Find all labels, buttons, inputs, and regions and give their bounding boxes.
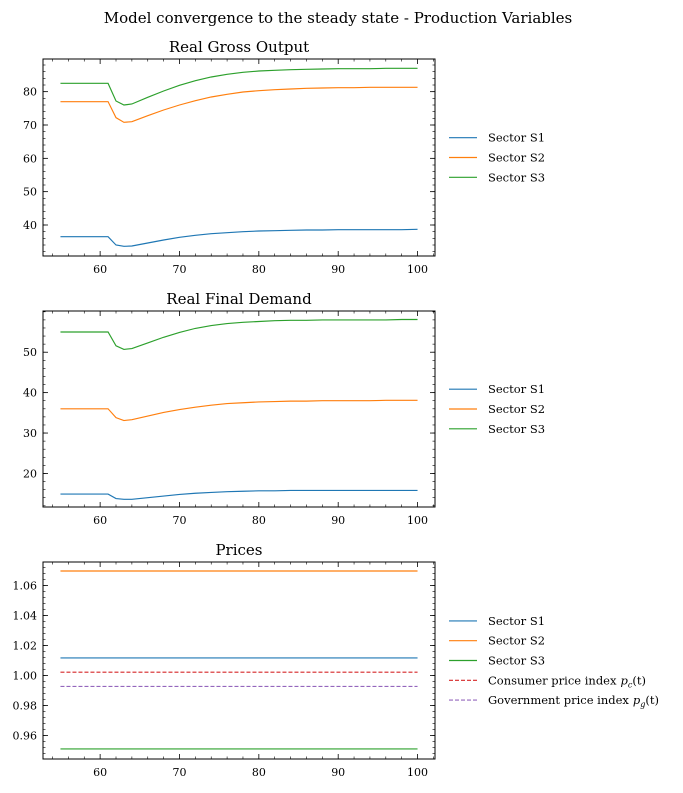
legend-label: Sector S1 — [488, 382, 545, 396]
legend: Sector S1 Sector S2 Sector S3 — [449, 131, 545, 184]
y-tick-label: 40 — [23, 387, 37, 400]
legend-label: Sector S3 — [488, 170, 545, 184]
series-line-1 — [60, 489, 418, 500]
legend-item: Government price index pg(t) — [449, 693, 659, 709]
legend-label-subscript: c — [628, 680, 633, 689]
legend-label-text: Sector S2 — [488, 402, 545, 416]
y-tick-label: 50 — [23, 346, 37, 359]
legend-item: Sector S2 — [449, 634, 545, 648]
x-tick-label: 90 — [331, 514, 345, 527]
legend-label: Sector S1 — [488, 614, 545, 628]
x-tick-label: 80 — [252, 766, 266, 779]
series-line-3 — [60, 318, 418, 350]
subplot-2: Real Final Demand 60 70 80 90 100 20 30 40 50 Sect… — [23, 290, 545, 527]
axes-frame — [42, 561, 436, 760]
legend-label-subscript: g — [640, 700, 645, 709]
ticks: 60 70 80 90 100 20 30 40 50 — [23, 311, 435, 527]
legend-item: Sector S2 — [449, 402, 545, 416]
y-tick-label: 60 — [23, 152, 37, 165]
legend-label: Sector S2 — [488, 402, 545, 416]
legend-item: Sector S2 — [449, 151, 545, 165]
legend-label-text: Sector S3 — [488, 654, 545, 668]
x-tick-label: 70 — [172, 514, 186, 527]
x-tick-label: 60 — [93, 263, 107, 276]
legend-item: Sector S1 — [449, 382, 545, 396]
legend-item: Sector S3 — [449, 422, 545, 436]
legend-label-symbol: p — [633, 693, 641, 707]
legend-label: Sector S1 — [488, 131, 545, 145]
legend-item: Sector S1 — [449, 614, 545, 628]
legend-item: Sector S1 — [449, 131, 545, 145]
series-lines — [60, 318, 418, 500]
legend-label: Sector S2 — [488, 151, 545, 165]
legend-item: Consumer price index pc(t) — [449, 673, 646, 689]
legend-label: Sector S3 — [488, 422, 545, 436]
y-tick-label: 1.06 — [13, 579, 38, 592]
series-line-1 — [60, 228, 418, 247]
legend-label-text: Sector S2 — [488, 151, 545, 165]
series-line-2 — [60, 86, 418, 123]
legend-label-text: Sector S2 — [488, 634, 545, 648]
x-tick-label: 60 — [93, 766, 107, 779]
series-lines — [60, 67, 418, 247]
legend-label-symbol: p — [620, 673, 628, 687]
x-tick-label: 80 — [252, 263, 266, 276]
subplot-title: Real Final Demand — [166, 290, 312, 308]
legend-label: Consumer price index pc(t) — [488, 673, 646, 689]
subplot-3: Prices 60 70 80 90 100 0.96 0.98 1.00 1.02 1.04 1.0… — [13, 541, 660, 779]
legend-label-text: Sector S3 — [488, 422, 545, 436]
subplot-title: Real Gross Output — [169, 38, 309, 56]
x-tick-label: 100 — [407, 766, 428, 779]
legend-label-arg: (t) — [632, 673, 646, 687]
legend-label-text: Consumer price index — [488, 673, 617, 687]
x-tick-label: 90 — [331, 263, 345, 276]
legend-item: Sector S3 — [449, 170, 545, 184]
x-tick-label: 60 — [93, 514, 107, 527]
x-tick-label: 100 — [407, 514, 428, 527]
ticks: 60 70 80 90 100 40 50 60 70 80 — [23, 59, 435, 276]
series-line-2 — [60, 399, 418, 422]
series-line-3 — [60, 67, 418, 106]
legend: Sector S1 Sector S2 Sector S3 — [449, 382, 545, 436]
y-tick-label: 1.00 — [13, 670, 38, 683]
axes-frame — [42, 58, 436, 257]
legend-label: Government price index pg(t) — [488, 693, 659, 709]
legend-label: Sector S2 — [488, 634, 545, 648]
series-lines — [60, 570, 418, 750]
legend-label-text: Sector S1 — [488, 614, 545, 628]
x-tick-label: 90 — [331, 766, 345, 779]
legend-label-text: Sector S1 — [488, 382, 545, 396]
legend-label-text: Sector S1 — [488, 131, 545, 145]
y-tick-label: 40 — [23, 219, 37, 232]
legend-label-text: Government price index — [488, 693, 629, 707]
legend-label-text: Sector S3 — [488, 170, 545, 184]
x-tick-label: 100 — [407, 263, 428, 276]
y-tick-label: 1.04 — [13, 609, 38, 622]
legend-item: Sector S3 — [449, 654, 545, 668]
y-tick-label: 20 — [23, 467, 37, 480]
y-tick-label: 1.02 — [13, 639, 38, 652]
legend-label: Sector S3 — [488, 654, 545, 668]
y-tick-label: 0.98 — [13, 700, 38, 713]
y-tick-label: 30 — [23, 427, 37, 440]
ticks: 60 70 80 90 100 0.96 0.98 1.00 1.02 1.04 1.06 — [13, 562, 435, 779]
y-tick-label: 50 — [23, 186, 37, 199]
subplot-title: Prices — [215, 541, 262, 559]
subplot-1: Real Gross Output 60 70 80 90 100 40 50 60 70 80 Se… — [23, 38, 545, 276]
x-tick-label: 80 — [252, 514, 266, 527]
x-tick-label: 70 — [172, 766, 186, 779]
y-tick-label: 0.96 — [13, 730, 38, 743]
figure-title: Model convergence to the steady state - … — [104, 9, 573, 27]
y-tick-label: 70 — [23, 119, 37, 132]
legend-label-arg: (t) — [645, 693, 659, 707]
legend: Sector S1 Sector S2 Sector S3 Consumer pric… — [449, 614, 659, 709]
x-tick-label: 70 — [172, 263, 186, 276]
y-tick-label: 80 — [23, 86, 37, 99]
